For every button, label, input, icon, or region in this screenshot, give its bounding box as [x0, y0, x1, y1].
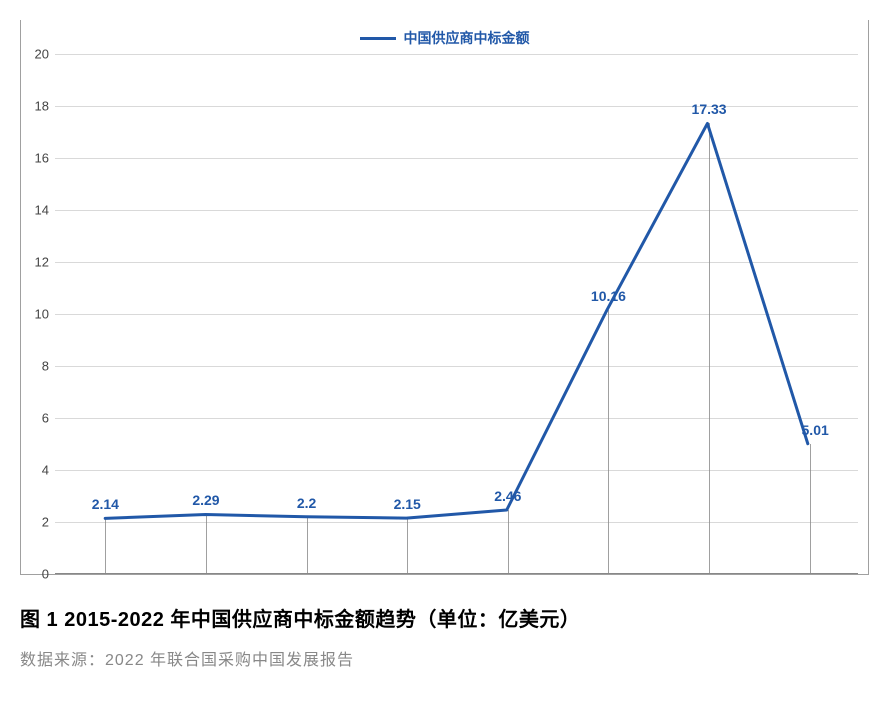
y-tick-label: 0	[42, 567, 55, 582]
y-tick-label: 8	[42, 359, 55, 374]
figure-caption: 图 1 2015-2022 年中国供应商中标金额趋势（单位：亿美元）	[20, 603, 869, 632]
legend: 中国供应商中标金额	[21, 20, 868, 54]
y-tick-label: 18	[35, 99, 55, 114]
y-tick-label: 12	[35, 255, 55, 270]
legend-line-icon	[360, 37, 396, 40]
y-tick-label: 2	[42, 515, 55, 530]
y-tick-label: 14	[35, 203, 55, 218]
plot-area: 024681012141618202.142.292.22.152.4610.1…	[55, 54, 858, 574]
series-line	[55, 54, 858, 574]
y-tick-label: 20	[35, 47, 55, 62]
y-tick-label: 10	[35, 307, 55, 322]
y-tick-label: 4	[42, 463, 55, 478]
y-tick-label: 16	[35, 151, 55, 166]
data-source: 数据来源：2022 年联合国采购中国发展报告	[20, 646, 869, 670]
y-tick-label: 6	[42, 411, 55, 426]
legend-label: 中国供应商中标金额	[404, 28, 530, 48]
chart-container: 中国供应商中标金额 024681012141618202.142.292.22.1…	[20, 20, 869, 575]
